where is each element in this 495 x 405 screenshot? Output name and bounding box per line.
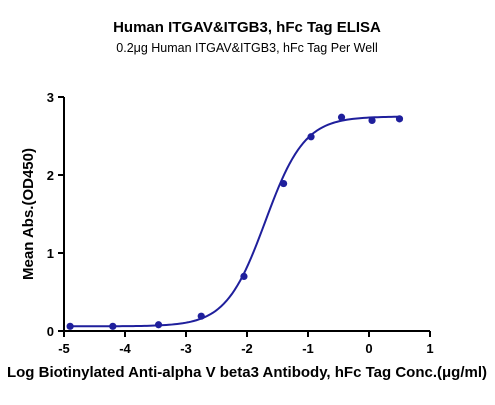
data-point — [197, 312, 205, 320]
data-point — [368, 116, 376, 124]
data-point — [307, 133, 315, 141]
data-points — [66, 113, 404, 330]
fit-curve-layer — [70, 115, 400, 328]
x-tick-label: 0 — [365, 341, 372, 356]
x-tick-label: -2 — [241, 341, 253, 356]
y-tick-label: 1 — [47, 246, 54, 261]
y-tick-label: 2 — [47, 168, 54, 183]
data-point — [395, 115, 404, 123]
x-tick-label: -4 — [119, 341, 131, 356]
x-axis-label: Log Biotinylated Anti-alpha V beta3 Anti… — [7, 364, 487, 381]
x-tick-label: -3 — [180, 341, 192, 356]
y-tick-label: 0 — [47, 324, 54, 339]
chart-title: Human ITGAV&ITGB3, hFc Tag ELISA — [113, 19, 381, 36]
data-point — [154, 321, 163, 329]
data-point — [337, 113, 346, 121]
axes: -5 -4 -3 -2 -1 0 1 0 1 2 3 — [47, 90, 434, 356]
x-tick-label: -5 — [58, 341, 70, 356]
data-point — [280, 179, 288, 188]
data-point — [109, 322, 117, 330]
x-tick-label: -1 — [302, 341, 314, 356]
y-axis-label: Mean Abs.(OD450) — [20, 148, 37, 280]
y-tick-label: 3 — [47, 90, 54, 105]
data-point — [240, 272, 248, 280]
data-point — [66, 322, 74, 330]
x-tick-label: 1 — [426, 341, 433, 356]
chart-subtitle: 0.2μg Human ITGAV&ITGB3, hFc Tag Per Wel… — [116, 41, 377, 55]
fit-curve — [70, 115, 400, 328]
